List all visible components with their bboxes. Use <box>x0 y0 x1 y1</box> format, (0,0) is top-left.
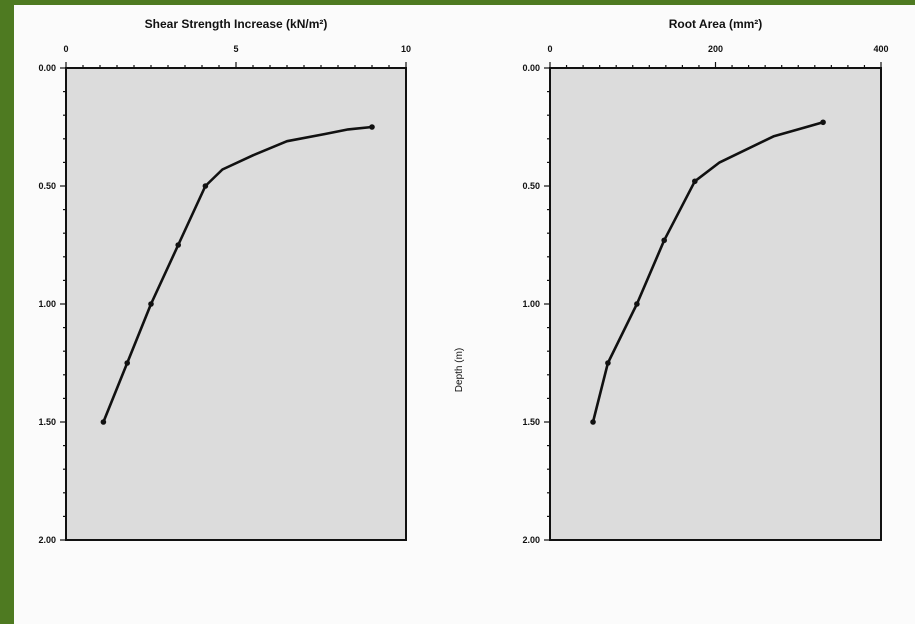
data-point <box>175 242 181 248</box>
x-tick-label: 200 <box>708 44 723 54</box>
x-tick-label: 0 <box>63 44 68 54</box>
x-tick-label: 5 <box>233 44 238 54</box>
axis-frame <box>549 67 882 541</box>
x-tick-label: 10 <box>401 44 411 54</box>
plot-area <box>66 68 406 540</box>
y-tick-label: 2.00 <box>522 535 540 545</box>
y-tick-label: 1.50 <box>38 417 56 427</box>
y-tick-label: 0.50 <box>522 181 540 191</box>
data-point <box>369 124 375 130</box>
y-tick-label: 1.00 <box>522 299 540 309</box>
chart-title: Root Area (mm²) <box>669 17 763 31</box>
y-tick-label: 1.00 <box>38 299 56 309</box>
data-point <box>100 419 107 425</box>
data-line <box>591 121 825 424</box>
y-tick-label: 2.00 <box>38 535 56 545</box>
data-point <box>661 237 667 244</box>
depth-axis-label: Depth (m) <box>454 348 465 392</box>
y-tick-label: 0.00 <box>522 63 540 73</box>
data-point <box>605 360 611 366</box>
data-point <box>692 178 698 185</box>
left-green-border <box>0 0 14 624</box>
axis-frame <box>65 67 407 541</box>
plot-area <box>550 68 881 540</box>
chart-title: Shear Strength Increase (kN/m²) <box>145 17 328 31</box>
data-point <box>124 360 130 366</box>
root-area-chart: Root Area (mm²) 0 200 400 0.00 0.50 1.00 1.50 2.… <box>522 17 888 545</box>
y-tick-label: 0.00 <box>38 63 56 73</box>
y-tick-label: 1.50 <box>522 417 540 427</box>
x-tick-label: 0 <box>547 44 552 54</box>
data-line <box>102 125 374 424</box>
x-tick-label: 400 <box>873 44 888 54</box>
data-point <box>820 119 826 126</box>
top-green-border <box>0 0 915 5</box>
data-point <box>202 183 209 189</box>
y-tick-label: 0.50 <box>38 181 56 191</box>
data-point <box>634 301 640 307</box>
shear-strength-chart: Shear Strength Increase (kN/m²) 0 5 10 0.00 0… <box>38 17 411 545</box>
data-point <box>148 301 154 307</box>
data-point <box>590 419 596 425</box>
